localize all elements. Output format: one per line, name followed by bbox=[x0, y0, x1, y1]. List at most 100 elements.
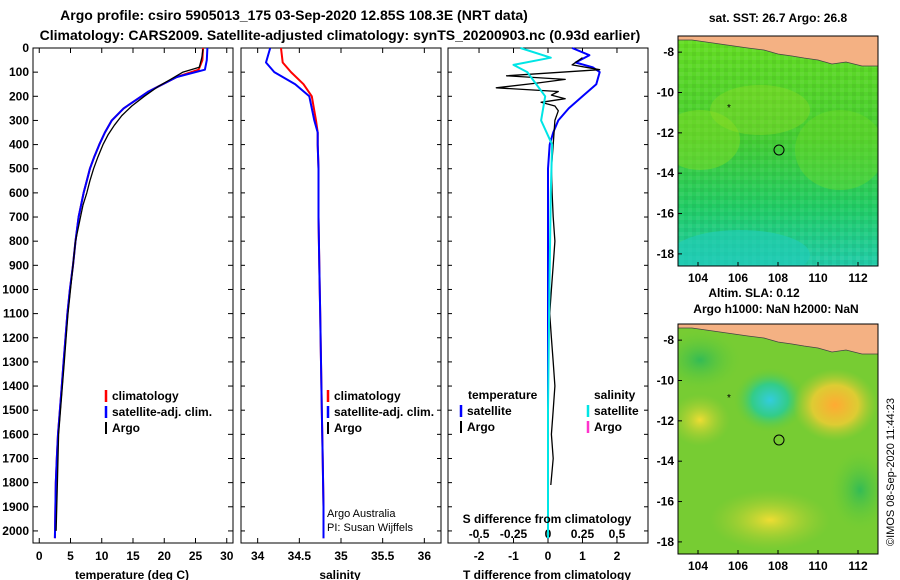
s-difference-tick-label: 0.5 bbox=[609, 527, 626, 541]
latitude-tick-label: -8 bbox=[663, 45, 674, 59]
salinity-tick-label: 36 bbox=[418, 549, 432, 563]
longitude-tick-label: 106 bbox=[728, 271, 748, 285]
climatology-line bbox=[280, 47, 325, 539]
sst-map-ticks: 104 106 108 110 112 -8 -10 -12 -14 -16 -18 bbox=[657, 45, 868, 285]
latitude-tick-label: -18 bbox=[657, 535, 675, 549]
t-difference-axis-ticks: -2 -1 0 1 2 bbox=[448, 47, 648, 563]
latitude-tick-label: -12 bbox=[657, 414, 675, 428]
longitude-tick-label: 108 bbox=[768, 559, 788, 573]
temperature-profiles bbox=[53, 47, 209, 539]
latitude-tick-label: -16 bbox=[657, 207, 675, 221]
imos-watermark: ©IMOS 08-Sep-2020 11:44:23 bbox=[885, 398, 897, 546]
salinity-axis-ticks: 34 34.5 35 35.5 36 bbox=[241, 47, 441, 563]
depth-tick-label: 800 bbox=[9, 234, 29, 248]
sst-map: sat. SST: 26.7 Argo: 26.8 * 104 106 108 110… bbox=[657, 11, 879, 285]
depth-tick-label: 1900 bbox=[2, 500, 29, 514]
t-argo-line bbox=[495, 57, 601, 486]
legend-s-satellite: satellite bbox=[594, 404, 639, 418]
depth-tick-label: 1600 bbox=[2, 427, 29, 441]
depth-tick-label: 1200 bbox=[2, 331, 29, 345]
latitude-tick-label: -18 bbox=[657, 247, 675, 261]
t-difference-tick-label: 2 bbox=[614, 549, 621, 563]
s-difference-tick-label: 0.25 bbox=[571, 527, 595, 541]
depth-tick-label: 1700 bbox=[2, 451, 29, 465]
latitude-tick-label: -10 bbox=[657, 373, 675, 387]
previous-position-marker: * bbox=[727, 103, 731, 114]
s-difference-tick-label: -0.5 bbox=[469, 527, 490, 541]
latitude-tick-label: -14 bbox=[657, 454, 675, 468]
float-position-marker bbox=[773, 434, 785, 446]
legend-argo: Argo bbox=[112, 421, 140, 435]
salinity-tick-label: 34 bbox=[251, 549, 265, 563]
temperature-axes-frame bbox=[32, 47, 234, 544]
temperature-tick-label: 15 bbox=[126, 549, 140, 563]
salinity-legend: climatology satellite-adj. clim. Argo bbox=[326, 389, 434, 435]
temperature-tick-label: 20 bbox=[158, 549, 172, 563]
salinity-panel: 34 34.5 35 35.5 36 salinity climatology sate… bbox=[240, 47, 442, 580]
depth-tick-label: 1000 bbox=[2, 282, 29, 296]
depth-tick-label: 900 bbox=[9, 258, 29, 272]
legend-climatology: climatology bbox=[112, 389, 179, 403]
longitude-tick-label: 108 bbox=[768, 271, 788, 285]
figure-title-line2: Climatology: CARS2009. Satellite-adjuste… bbox=[40, 27, 641, 43]
s-difference-label: S difference from climatology bbox=[463, 512, 632, 526]
legend-satellite-adj: satellite-adj. clim. bbox=[112, 405, 212, 419]
t-difference-tick-label: 1 bbox=[579, 549, 586, 563]
java-coastline-land bbox=[678, 36, 878, 67]
longitude-tick-label: 112 bbox=[848, 271, 868, 285]
sst-map-title: sat. SST: 26.7 Argo: 26.8 bbox=[709, 11, 848, 25]
depth-tick-label: 400 bbox=[9, 138, 29, 152]
t-difference-tick-label: -1 bbox=[508, 549, 519, 563]
s-satellite-line bbox=[512, 47, 554, 539]
annotation-argo-australia: Argo Australia bbox=[327, 508, 396, 520]
longitude-tick-label: 104 bbox=[688, 271, 708, 285]
salinity-axes-frame bbox=[240, 47, 442, 544]
salinity-tick-label: 35.5 bbox=[371, 549, 395, 563]
temperature-xlabel: temperature (deg C) bbox=[75, 568, 189, 580]
depth-tick-label: 600 bbox=[9, 186, 29, 200]
depth-tick-label: 100 bbox=[9, 65, 29, 79]
salinity-xlabel: salinity bbox=[319, 568, 361, 580]
legend-s-argo: Argo bbox=[594, 420, 622, 434]
depth-tick-label: 1400 bbox=[2, 379, 29, 393]
legend-temperature-header: temperature bbox=[468, 388, 538, 402]
temperature-tick-label: 0 bbox=[36, 549, 43, 563]
s-difference-tick-label: -0.25 bbox=[500, 527, 528, 541]
depth-tick-label: 1500 bbox=[2, 403, 29, 417]
previous-position-marker: * bbox=[727, 393, 731, 404]
depth-tick-label: 1800 bbox=[2, 476, 29, 490]
figure-title-line1: Argo profile: csiro 5905013_175 03-Sep-2… bbox=[60, 7, 528, 23]
longitude-tick-label: 110 bbox=[808, 271, 828, 285]
difference-panel: -2 -1 0 1 2 -0.5 -0.25 0 0.25 0.5 S difference f… bbox=[447, 47, 649, 580]
temperature-tick-label: 25 bbox=[189, 549, 203, 563]
longitude-tick-label: 106 bbox=[728, 559, 748, 573]
temperature-tick-label: 5 bbox=[67, 549, 74, 563]
salinity-tick-label: 34.5 bbox=[288, 549, 312, 563]
temperature-tick-label: 10 bbox=[95, 549, 109, 563]
satellite-adj-clim-line bbox=[265, 47, 325, 539]
depth-tick-label: 300 bbox=[9, 113, 29, 127]
legend-salinity-header: salinity bbox=[594, 388, 636, 402]
legend-argo: Argo bbox=[334, 421, 362, 435]
legend-satellite-adj: satellite-adj. clim. bbox=[334, 405, 434, 419]
t-difference-xlabel: T difference from climatology bbox=[463, 568, 631, 580]
legend-t-satellite: satellite bbox=[467, 404, 512, 418]
depth-tick-label: 700 bbox=[9, 210, 29, 224]
latitude-tick-label: -14 bbox=[657, 166, 675, 180]
legend-climatology: climatology bbox=[334, 389, 401, 403]
java-coastline-land bbox=[678, 324, 878, 355]
legend-t-argo: Argo bbox=[467, 420, 495, 434]
latitude-tick-label: -8 bbox=[663, 333, 674, 347]
latitude-tick-label: -16 bbox=[657, 495, 675, 509]
latitude-tick-label: -12 bbox=[657, 126, 675, 140]
longitude-tick-label: 112 bbox=[848, 559, 868, 573]
depth-tick-label: 2000 bbox=[2, 524, 29, 538]
annotation-pi: PI: Susan Wijffels bbox=[327, 522, 413, 534]
depth-tick-label: 1100 bbox=[3, 307, 29, 321]
satellite-adj-clim-line bbox=[53, 47, 209, 539]
sla-map-subtitle: Argo h1000: NaN h2000: NaN bbox=[693, 302, 858, 316]
difference-legend: temperature salinity satellite Argo sate… bbox=[459, 388, 639, 434]
argo-line bbox=[55, 49, 204, 531]
longitude-tick-label: 110 bbox=[808, 559, 828, 573]
